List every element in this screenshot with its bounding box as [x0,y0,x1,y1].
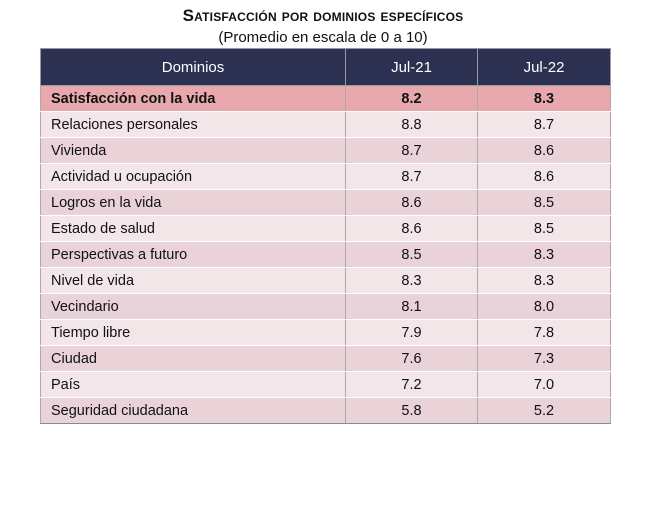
table-row: Relaciones personales 8.8 8.7 [40,111,611,138]
domain-name: Seguridad ciudadana [40,397,346,424]
column-header-dominios: Dominios [40,48,346,86]
table-row: País 7.2 7.0 [40,371,611,398]
value-jul21: 8.6 [345,189,478,216]
value-jul22: 8.0 [477,293,611,320]
value-jul21: 7.2 [345,371,478,398]
table-row: Actividad u ocupación 8.7 8.6 [40,163,611,190]
value-jul21: 8.7 [345,137,478,164]
domain-name: Actividad u ocupación [40,163,346,190]
value-jul21: 8.2 [345,85,478,112]
value-jul21: 8.1 [345,293,478,320]
value-jul22: 8.3 [477,85,611,112]
value-jul22: 8.3 [477,267,611,294]
value-jul21: 5.8 [345,397,478,424]
domain-name: Vivienda [40,137,346,164]
table-row: Vecindario 8.1 8.0 [40,293,611,320]
table-row: Nivel de vida 8.3 8.3 [40,267,611,294]
domain-name: Ciudad [40,345,346,372]
domain-name: Satisfacción con la vida [40,85,346,112]
value-jul22: 8.3 [477,241,611,268]
value-jul21: 7.6 [345,345,478,372]
column-header-jul21: Jul-21 [345,48,478,86]
domain-name: Perspectivas a futuro [40,241,346,268]
header-row: Dominios Jul-21 Jul-22 [40,48,611,86]
value-jul22: 8.6 [477,137,611,164]
domain-name: Estado de salud [40,215,346,242]
value-jul22: 7.3 [477,345,611,372]
column-header-jul22: Jul-22 [477,48,611,86]
domain-name: Vecindario [40,293,346,320]
value-jul21: 7.9 [345,319,478,346]
table-row: Vivienda 8.7 8.6 [40,137,611,164]
table-row: Tiempo libre 7.9 7.8 [40,319,611,346]
value-jul22: 8.7 [477,111,611,138]
domain-name: País [40,371,346,398]
domain-name: Logros en la vida [40,189,346,216]
value-jul21: 8.7 [345,163,478,190]
value-jul22: 7.8 [477,319,611,346]
value-jul22: 5.2 [477,397,611,424]
domain-name: Tiempo libre [40,319,346,346]
table-row: Ciudad 7.6 7.3 [40,345,611,372]
table-title: Satisfacción por dominios específicos [182,6,464,25]
satisfaction-table: Dominios Jul-21 Jul-22 Satisfacción con … [40,48,611,424]
value-jul22: 8.5 [477,189,611,216]
table-subtitle: (Promedio en escala de 0 a 10) [218,29,428,46]
value-jul21: 8.5 [345,241,478,268]
value-jul21: 8.8 [345,111,478,138]
value-jul21: 8.6 [345,215,478,242]
table-row: Seguridad ciudadana 5.8 5.2 [40,397,611,424]
table-row: Logros en la vida 8.6 8.5 [40,189,611,216]
value-jul21: 8.3 [345,267,478,294]
table-row: Perspectivas a futuro 8.5 8.3 [40,241,611,268]
value-jul22: 8.5 [477,215,611,242]
table-row: Estado de salud 8.6 8.5 [40,215,611,242]
domain-name: Relaciones personales [40,111,346,138]
value-jul22: 7.0 [477,371,611,398]
table-row-highlight: Satisfacción con la vida 8.2 8.3 [40,85,611,112]
domain-name: Nivel de vida [40,267,346,294]
value-jul22: 8.6 [477,163,611,190]
